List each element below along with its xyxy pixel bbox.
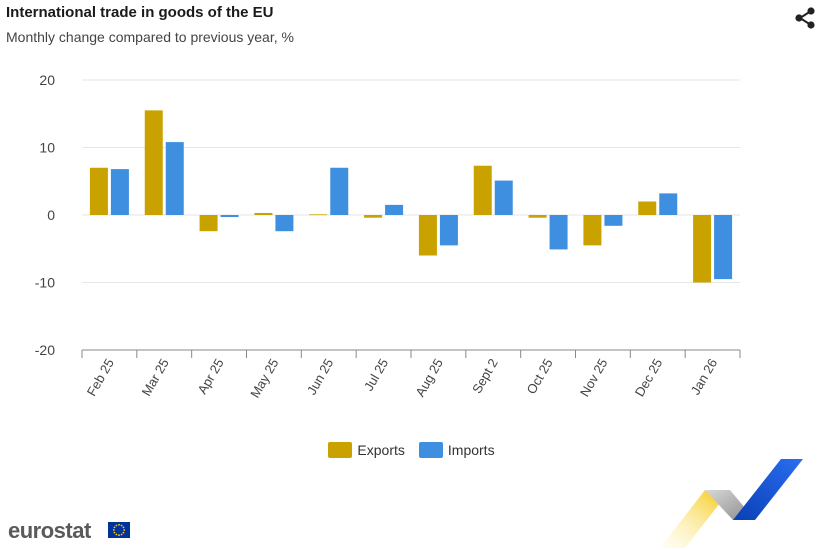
decorative-ribbon (660, 459, 803, 548)
y-tick-label: -20 (35, 342, 55, 358)
bar-exports-sept-2[interactable] (473, 165, 492, 215)
x-tick-label: Jan 26 (688, 356, 721, 397)
bar-imports-sept-2[interactable] (494, 180, 513, 215)
y-tick-label: 20 (39, 72, 55, 88)
bar-exports-nov-25[interactable] (583, 215, 602, 246)
bar-imports-oct-25[interactable] (549, 215, 568, 250)
legend-label-imports: Imports (447, 442, 495, 458)
x-tick-label: Mar 25 (139, 356, 172, 399)
legend-label-exports: Exports (357, 442, 405, 458)
bar-imports-jun-25[interactable] (330, 167, 349, 215)
legend-swatch-exports (328, 442, 353, 458)
x-tick-label: Jul 25 (361, 356, 391, 394)
bar-imports-apr-25[interactable] (220, 215, 239, 218)
share-icon[interactable] (793, 6, 817, 30)
bar-exports-aug-25[interactable] (418, 215, 437, 256)
x-tick-label: Aug 25 (412, 356, 446, 399)
bar-imports-jul-25[interactable] (385, 204, 404, 215)
bar-imports-feb-25[interactable] (110, 169, 129, 215)
bar-imports-dec-25[interactable] (659, 193, 678, 215)
legend: Exports Imports (0, 442, 823, 458)
x-tick-label: Oct 25 (524, 356, 556, 397)
x-tick-label: May 25 (247, 356, 281, 400)
legend-swatch-imports (418, 442, 443, 458)
x-tick-label: Apr 25 (195, 356, 227, 397)
eu-flag-icon (108, 522, 130, 543)
y-tick-label: -10 (35, 275, 55, 291)
x-tick-label: Jun 25 (304, 356, 337, 397)
bar-exports-apr-25[interactable] (199, 215, 218, 232)
y-tick-label: 10 (39, 140, 55, 156)
axis-layer: 20 10 0 -10 -20 Feb 25 Mar 25 Apr 25 May 25 Jun 2… (35, 72, 741, 400)
bar-exports-jun-25[interactable] (309, 214, 328, 216)
x-tick-label: Dec 25 (632, 356, 666, 399)
x-tick-label: Feb 25 (84, 356, 117, 399)
bar-exports-feb-25[interactable] (89, 167, 108, 215)
bar-imports-jan-26[interactable] (714, 215, 733, 280)
bar-exports-mar-25[interactable] (144, 110, 163, 215)
bar-chart: 20 10 0 -10 -20 Feb 25 Mar 25 Apr 25 May 25 Jun 2… (35, 72, 741, 400)
bar-exports-jul-25[interactable] (364, 215, 383, 218)
bar-exports-oct-25[interactable] (528, 215, 547, 218)
bar-exports-may-25[interactable] (254, 212, 273, 215)
x-tick-label: Sept 2 (469, 356, 501, 396)
bar-exports-dec-25[interactable] (638, 201, 657, 216)
legend-item-exports[interactable]: Exports (328, 442, 405, 458)
chart-title: International trade in goods of the EU (6, 4, 274, 21)
bar-imports-nov-25[interactable] (604, 215, 623, 226)
legend-item-imports[interactable]: Imports (418, 442, 495, 458)
y-tick-label: 0 (47, 207, 55, 223)
eurostat-logo: eurostat (8, 518, 91, 543)
bars-layer (89, 110, 733, 283)
bar-exports-jan-26[interactable] (693, 215, 712, 283)
bar-imports-may-25[interactable] (275, 215, 294, 232)
bar-imports-mar-25[interactable] (165, 142, 184, 215)
bar-imports-aug-25[interactable] (439, 215, 458, 246)
chart-subtitle: Monthly change compared to previous year… (6, 29, 294, 45)
x-tick-label: Nov 25 (577, 356, 611, 399)
